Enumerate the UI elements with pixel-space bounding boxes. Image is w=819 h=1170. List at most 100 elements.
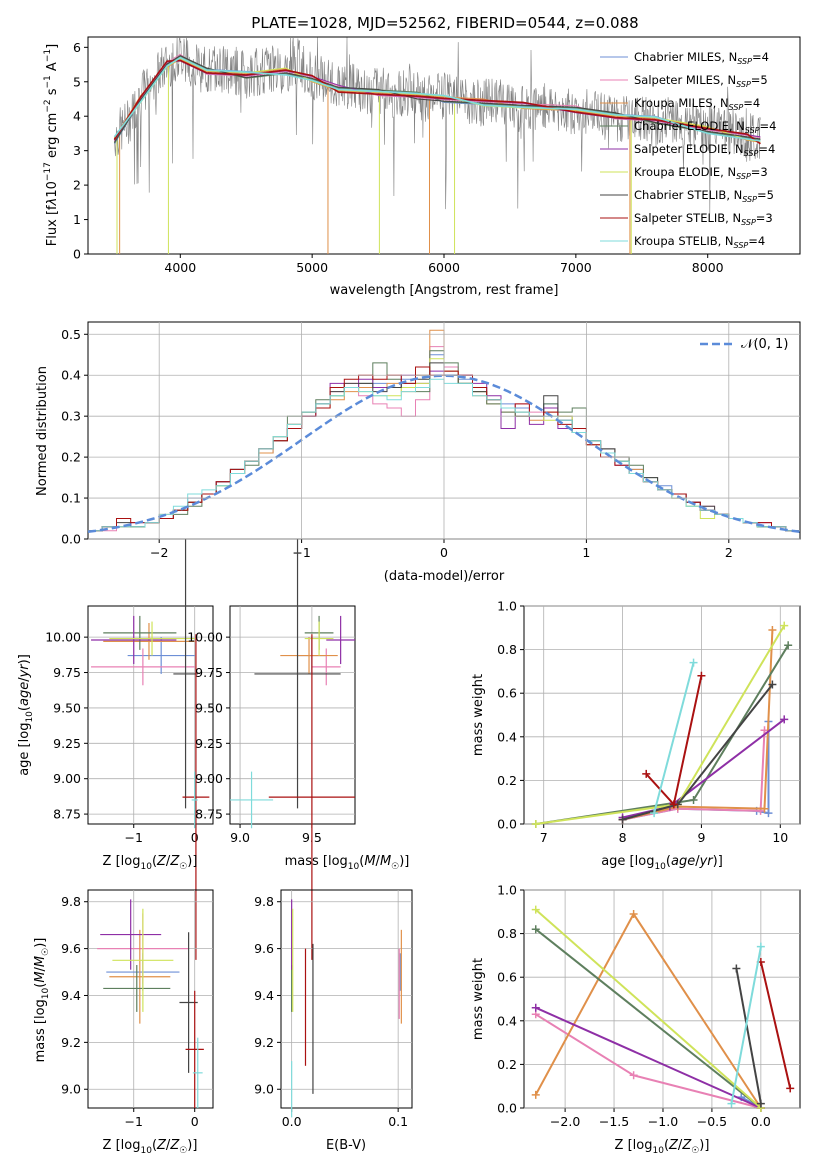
mass-ebv-plot-area: 0.0 0.1 9.0 9.2 9.4 9.6 9.8 bbox=[254, 890, 412, 1129]
legend-label: Chabrier ELODIE, NSSP=4 bbox=[634, 119, 776, 135]
y-tick-label: 0.3 bbox=[61, 409, 81, 424]
y-tick-label: 9.8 bbox=[61, 894, 81, 909]
y-tick-label: 9.4 bbox=[61, 988, 81, 1003]
x-tick-label: 7000 bbox=[560, 260, 592, 275]
y-tick-label: 0.8 bbox=[497, 642, 517, 657]
y-tick-label: 9.0 bbox=[61, 1082, 81, 1097]
weight-line bbox=[735, 968, 762, 1104]
plus-marker bbox=[727, 1099, 736, 1108]
spectrum-panel: 4000 5000 6000 7000 8000 0 1 2 3 4 5 6 Chabrier MIL… bbox=[43, 36, 801, 298]
x-tick-label: −1.5 bbox=[599, 1114, 629, 1129]
y-tick-label: 10.00 bbox=[45, 630, 81, 645]
legend-label: Kroupa ELODIE, NSSP=3 bbox=[634, 165, 768, 181]
page-title: PLATE=1028, MJD=52562, FIBERID=0544, z=0… bbox=[251, 14, 638, 32]
y-tick-label: 0.2 bbox=[61, 450, 81, 465]
y-tick-label: 0.1 bbox=[61, 491, 81, 506]
y-tick-label: 9.50 bbox=[195, 700, 223, 715]
weight-line bbox=[622, 721, 770, 821]
data-spectrum-line bbox=[114, 36, 761, 214]
weight-age-plot-area: 7 8 9 10 0.0 0.2 0.4 0.6 0.8 1.0 bbox=[497, 599, 800, 845]
legend-label: Salpeter MILES, NSSP=5 bbox=[634, 73, 768, 89]
weight-line bbox=[730, 946, 762, 1104]
mass-ebv-axes bbox=[280, 889, 413, 1109]
weight-line bbox=[535, 1006, 762, 1109]
x-tick-label: 2 bbox=[725, 545, 733, 560]
y-tick-label: 0.0 bbox=[61, 532, 81, 547]
y-tick-label: 9.25 bbox=[195, 736, 223, 751]
y-tick-label: 9.2 bbox=[254, 1035, 274, 1050]
plus-marker bbox=[618, 815, 627, 824]
y-tick-label: 0 bbox=[73, 247, 81, 262]
plus-marker bbox=[629, 1071, 638, 1080]
model-line bbox=[113, 55, 761, 144]
plus-marker bbox=[669, 800, 678, 809]
spectrum-ylabel: Flux [fλ10−17 erg cm−2 s−1 A−1] bbox=[43, 44, 60, 246]
normal-legend-label: 𝒩(0, 1) bbox=[741, 337, 788, 352]
plus-marker bbox=[780, 715, 789, 724]
x-tick-label: 5000 bbox=[296, 260, 328, 275]
x-tick-label: 0 bbox=[191, 1114, 199, 1129]
x-tick-label: 0 bbox=[440, 545, 448, 560]
x-tick-label: 0 bbox=[191, 830, 199, 845]
x-tick-label: −1 bbox=[125, 830, 143, 845]
y-tick-label: 1.0 bbox=[497, 599, 517, 614]
weight-age-ylabel: mass weight bbox=[471, 674, 486, 756]
y-tick-label: 0.4 bbox=[497, 1013, 517, 1028]
plus-marker bbox=[760, 804, 769, 813]
mass-Z-plot-area: −1 0 9.0 9.2 9.4 9.6 9.8 bbox=[61, 890, 213, 1129]
y-tick-label: 4 bbox=[73, 109, 81, 124]
mass-Z-ylabel: mass [log10(M/M☉)] bbox=[33, 938, 51, 1063]
weight-line bbox=[535, 928, 762, 1109]
legend-label: Kroupa MILES, NSSP=4 bbox=[634, 96, 760, 112]
plus-marker bbox=[531, 820, 540, 828]
plus-marker bbox=[756, 942, 765, 951]
y-tick-label: 8.75 bbox=[195, 807, 223, 822]
plus-marker bbox=[784, 641, 793, 650]
y-tick-label: 0.6 bbox=[497, 970, 517, 985]
plus-marker bbox=[531, 925, 540, 934]
y-tick-label: 0.5 bbox=[61, 327, 81, 342]
model-line bbox=[113, 59, 761, 145]
age-Z-panel: −1 0 8.75 9.00 9.25 9.50 9.75 10.00 Z [log10(Z/… bbox=[17, 539, 214, 960]
x-tick-label: 0.0 bbox=[282, 1114, 302, 1129]
legend-label: Kroupa STELIB, NSSP=4 bbox=[634, 234, 765, 250]
y-tick-label: 3 bbox=[73, 143, 81, 158]
plus-marker bbox=[780, 621, 789, 630]
plus-marker bbox=[650, 809, 659, 818]
age-mass-axes bbox=[229, 605, 356, 825]
y-tick-label: 9.6 bbox=[254, 941, 274, 956]
age-Z-plot-area: −1 0 8.75 9.00 9.25 9.50 9.75 10.00 bbox=[45, 539, 213, 960]
x-tick-label: −1 bbox=[125, 1114, 143, 1129]
x-tick-label: 0.1 bbox=[388, 1114, 408, 1129]
spectrum-plot-area bbox=[113, 36, 761, 254]
plus-marker bbox=[732, 964, 741, 973]
spectrum-legend: Chabrier MILES, NSSP=4 Salpeter MILES, NS… bbox=[600, 50, 776, 250]
y-tick-label: 9.4 bbox=[254, 988, 274, 1003]
weight-line bbox=[653, 662, 695, 814]
x-tick-label: 0.0 bbox=[751, 1114, 771, 1129]
y-tick-label: 0.0 bbox=[497, 817, 517, 832]
spectrum-xlabel: wavelength [Angstrom, rest frame] bbox=[330, 283, 559, 298]
x-tick-label: 7 bbox=[540, 830, 548, 845]
x-tick-label: −2 bbox=[150, 545, 168, 560]
mass-Z-axes bbox=[87, 889, 214, 1109]
age-Z-axes bbox=[87, 605, 214, 825]
plus-marker bbox=[642, 769, 651, 778]
weight-Z-panel: −2.0 −1.5 −1.0 −0.5 0.0 0.0 0.2 0.4 0.6 0.8 1.0 Z … bbox=[471, 883, 801, 1156]
x-tick-label: 8000 bbox=[692, 260, 724, 275]
y-tick-label: 9.2 bbox=[61, 1035, 81, 1050]
y-tick-label: 0.8 bbox=[497, 926, 517, 941]
age-Z-ylabel: age [log10(age/yr)] bbox=[17, 654, 35, 776]
mass-ebv-panel: 0.0 0.1 9.0 9.2 9.4 9.6 9.8 E(B-V) bbox=[254, 889, 413, 1153]
x-tick-label: −2.0 bbox=[550, 1114, 580, 1129]
x-tick-label: −1 bbox=[292, 545, 310, 560]
weight-Z-xlabel: Z [log10(Z/Z☉)] bbox=[615, 1138, 710, 1156]
model-line bbox=[113, 55, 761, 143]
plus-marker bbox=[531, 905, 540, 914]
legend-label: Chabrier MILES, NSSP=4 bbox=[634, 50, 769, 66]
residual-panel: −2 −1 0 1 2 0.0 0.1 0.2 0.3 0.4 0.5 𝒩(0, 1) (data-… bbox=[35, 321, 801, 584]
plus-marker bbox=[768, 680, 777, 689]
y-tick-label: 9.6 bbox=[61, 941, 81, 956]
